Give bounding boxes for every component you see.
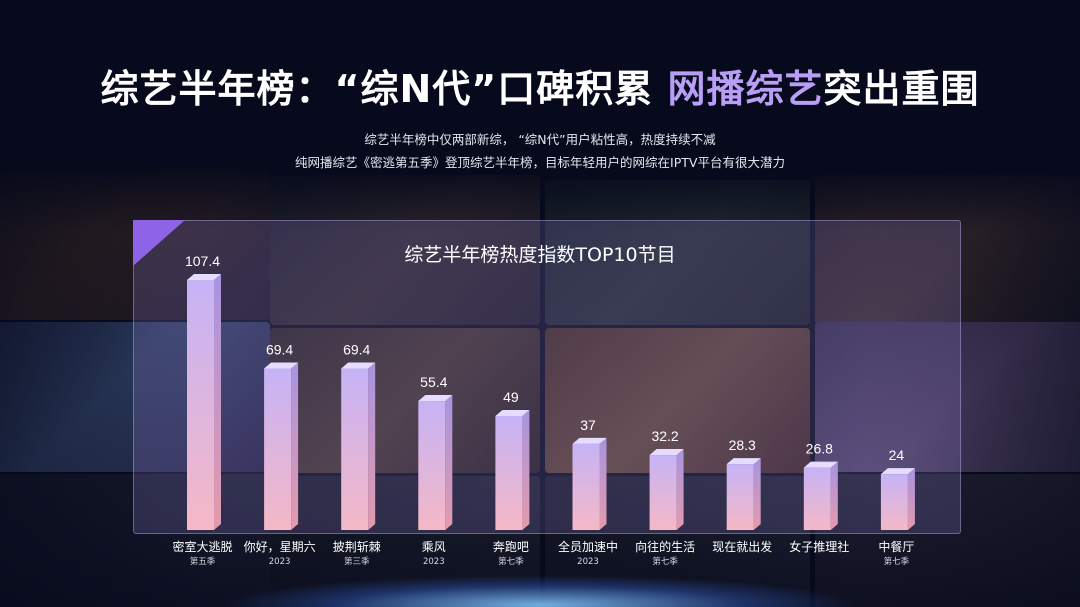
bar-top	[418, 395, 453, 402]
panel-corner-accent	[133, 220, 185, 266]
bar-value-label: 49	[503, 389, 519, 405]
category-label: 披荆斩棘	[333, 540, 381, 554]
bar-side	[522, 409, 530, 530]
bar-top	[341, 362, 376, 369]
bar-side	[599, 437, 607, 530]
category-sublabel: 第三季	[344, 556, 370, 567]
bar-value-label: 24	[889, 447, 905, 463]
bar	[726, 464, 754, 530]
category-sublabel: 第七季	[498, 556, 524, 567]
bar-top	[880, 468, 915, 475]
bar-value-label: 107.4	[185, 253, 220, 269]
bar	[418, 401, 446, 530]
category-label: 现在就出发	[712, 539, 772, 554]
bar	[880, 474, 908, 530]
category-sublabel: 2023	[423, 557, 445, 567]
bar-side	[676, 449, 684, 530]
bar-side	[214, 274, 221, 530]
bar-value-label: 26.8	[806, 441, 833, 457]
bar-value-label: 32.2	[651, 428, 678, 444]
bar-top	[726, 458, 761, 465]
bar	[572, 443, 600, 530]
bar-value-label: 55.4	[420, 374, 447, 390]
subtitle-line-2: 纯网播综艺《密逃第五季》登顶综艺半年榜，目标年轻用户的网综在IPTV平台有很大潜…	[295, 155, 785, 170]
bar	[495, 415, 523, 530]
bar-top	[649, 449, 684, 456]
bar-side	[830, 461, 838, 530]
bar-side	[445, 395, 453, 530]
subtitle-line-1: 综艺半年榜中仅两部新综， “综N代”用户粘性高，热度持续不减	[364, 132, 716, 147]
bar	[649, 455, 677, 530]
bar-top	[187, 274, 221, 280]
bar	[341, 368, 369, 530]
category-label: 你好，星期六	[244, 540, 316, 554]
bar-value-label: 28.3	[729, 437, 756, 453]
page-title: 综艺半年榜：“综N代”口碑积累 网播综艺突出重围	[100, 67, 980, 111]
bar-side	[753, 458, 761, 530]
bar-side	[907, 468, 915, 530]
category-label: 密室大逃脱	[172, 539, 232, 554]
bar-top	[495, 409, 530, 416]
category-sublabel: 第七季	[652, 556, 678, 567]
category-label: 女子推理社	[789, 539, 849, 554]
bar-top	[572, 437, 607, 444]
bar-value-label: 69.4	[343, 341, 370, 357]
category-label: 全员加速中	[558, 539, 618, 554]
bar-value-label: 69.4	[266, 341, 293, 357]
chart-title: 综艺半年榜热度指数TOP10节目	[404, 244, 676, 266]
bar-side	[291, 362, 299, 530]
bar-top	[264, 362, 299, 369]
bar	[803, 467, 831, 530]
bar	[264, 368, 292, 530]
category-label: 向往的生活	[635, 539, 695, 554]
category-sublabel: 第五季	[190, 556, 216, 567]
category-label: 乘风	[422, 540, 446, 554]
category-sublabel: 2023	[269, 557, 291, 567]
category-sublabel: 2023	[577, 557, 599, 567]
category-label: 中餐厅	[878, 539, 914, 554]
bar	[187, 280, 214, 530]
category-label: 奔跑吧	[493, 540, 529, 554]
bar-side	[368, 362, 376, 530]
bar-value-label: 37	[580, 417, 596, 433]
category-sublabel: 第七季	[884, 556, 910, 567]
bar-top	[803, 461, 838, 468]
